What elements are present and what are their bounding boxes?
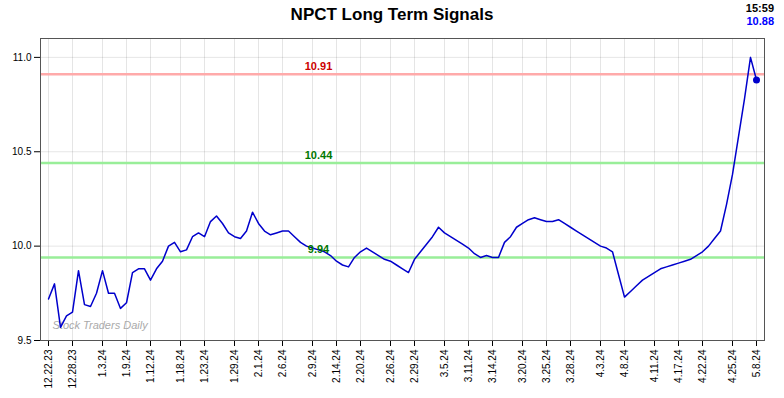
svg-text:4.3.24: 4.3.24 bbox=[595, 349, 606, 377]
svg-text:2.6.24: 2.6.24 bbox=[277, 349, 288, 377]
svg-text:12.22.23: 12.22.23 bbox=[43, 349, 54, 388]
svg-text:11.0: 11.0 bbox=[13, 52, 32, 63]
svg-text:4.22.24: 4.22.24 bbox=[697, 349, 708, 383]
svg-text:3.5.24: 3.5.24 bbox=[439, 349, 450, 377]
svg-text:Stock Traders Daily: Stock Traders Daily bbox=[53, 319, 150, 331]
svg-text:4.17.24: 4.17.24 bbox=[673, 349, 684, 383]
svg-text:12.28.23: 12.28.23 bbox=[67, 349, 78, 388]
svg-text:2.14.24: 2.14.24 bbox=[331, 349, 342, 383]
svg-text:3.20.24: 3.20.24 bbox=[517, 349, 528, 383]
svg-text:4.8.24: 4.8.24 bbox=[619, 349, 630, 377]
svg-text:10.91: 10.91 bbox=[305, 60, 333, 72]
svg-text:2.29.24: 2.29.24 bbox=[409, 349, 420, 383]
html-text:NPCT Long Term Signals: NPCT Long Term Signals bbox=[290, 5, 494, 24]
svg-text:2.9.24: 2.9.24 bbox=[307, 349, 318, 377]
svg-text:4.25.24: 4.25.24 bbox=[727, 349, 738, 383]
svg-text:10.44: 10.44 bbox=[305, 149, 333, 161]
svg-text:1.18.24: 1.18.24 bbox=[175, 349, 186, 383]
svg-text:10.5: 10.5 bbox=[12, 146, 32, 157]
svg-text:2.20.24: 2.20.24 bbox=[355, 349, 366, 383]
svg-text:1.9.24: 1.9.24 bbox=[121, 349, 132, 377]
html-text:15:59: 15:59 bbox=[745, 2, 774, 14]
svg-text:3.28.24: 3.28.24 bbox=[565, 349, 576, 383]
svg-text:1.29.24: 1.29.24 bbox=[229, 349, 240, 383]
svg-text:10.0: 10.0 bbox=[12, 240, 32, 251]
svg-text:1.3.24: 1.3.24 bbox=[97, 349, 108, 377]
svg-text:5.8.24: 5.8.24 bbox=[751, 349, 762, 377]
svg-text:9.94: 9.94 bbox=[308, 243, 330, 255]
svg-text:1.12.24: 1.12.24 bbox=[145, 349, 156, 383]
svg-text:3.25.24: 3.25.24 bbox=[541, 349, 552, 383]
html-text:10.88: 10.88 bbox=[746, 15, 774, 27]
svg-text:1.23.24: 1.23.24 bbox=[199, 349, 210, 383]
svg-text:3.11.24: 3.11.24 bbox=[463, 349, 474, 382]
svg-text:2.26.24: 2.26.24 bbox=[385, 349, 396, 383]
svg-text:3.14.24: 3.14.24 bbox=[487, 349, 498, 383]
svg-text:2.1.24: 2.1.24 bbox=[253, 349, 264, 377]
svg-text:9.5: 9.5 bbox=[18, 335, 32, 346]
svg-text:4.11.24: 4.11.24 bbox=[649, 349, 660, 382]
